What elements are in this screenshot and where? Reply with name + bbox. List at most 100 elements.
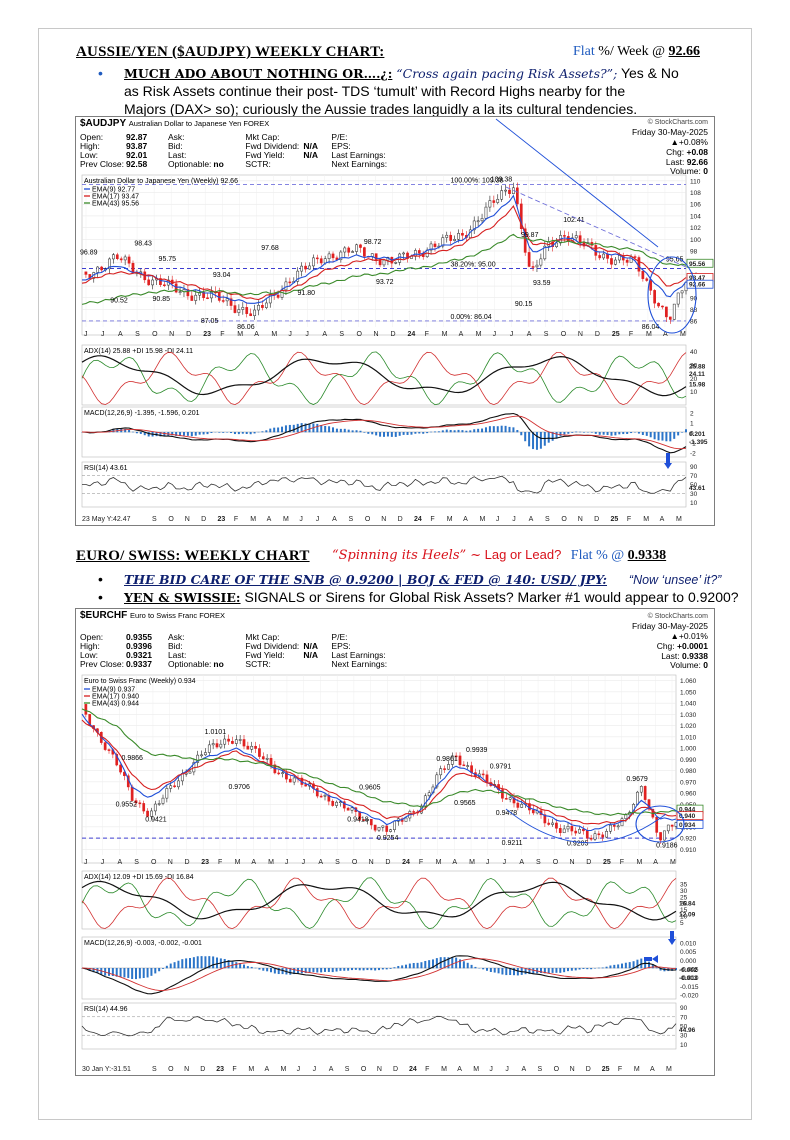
month-label: A xyxy=(452,859,457,866)
candle-body xyxy=(234,739,238,744)
panel-frame xyxy=(81,870,677,930)
price-axis-label: 1.020 xyxy=(680,723,697,730)
macd-histogram-bar xyxy=(293,968,296,975)
candle-body xyxy=(668,316,672,320)
macd-histogram-bar xyxy=(308,968,311,973)
macd-histogram-bar xyxy=(398,432,401,436)
month-label: J xyxy=(84,859,88,866)
info-label: EPS: xyxy=(331,641,351,651)
macd-histogram-bar xyxy=(426,432,429,434)
bottom-month-label: A xyxy=(332,516,337,523)
info-label: EPS: xyxy=(331,141,351,151)
macd-histogram-bar xyxy=(671,968,674,971)
candle-body xyxy=(492,200,496,203)
macd-histogram-bar xyxy=(135,968,137,980)
price-annotation: 86.06 xyxy=(237,324,255,331)
candle-body xyxy=(458,755,462,766)
candle-body xyxy=(551,822,554,825)
bottom-month-label: M xyxy=(283,516,289,523)
month-label: D xyxy=(595,331,600,338)
macd-histogram-bar xyxy=(169,963,172,969)
macd-histogram-bar xyxy=(347,968,350,971)
bottom-month-label: 25 xyxy=(602,1066,610,1073)
macd-histogram-bar xyxy=(127,968,130,978)
info-value: 93.87 xyxy=(125,141,148,151)
candle-body xyxy=(146,810,149,817)
price-tag: 0.940 xyxy=(679,813,696,820)
adx-axis-label: 30 xyxy=(680,888,688,895)
candle-body xyxy=(512,797,516,804)
macd-histogram-bar xyxy=(433,431,436,433)
candle-body xyxy=(589,837,593,840)
candle-body xyxy=(398,253,402,263)
macd-label: MACD(12,26,9) -0.003, -0.002, -0.001 xyxy=(84,940,202,947)
macd-histogram-bar xyxy=(435,958,438,969)
month-label: F xyxy=(419,859,423,866)
bottom-month-label: A xyxy=(267,516,272,523)
macd-histogram-bar xyxy=(261,431,264,433)
month-label: J xyxy=(493,331,497,338)
macd-axis-label: 0.010 xyxy=(680,941,697,948)
candle-body xyxy=(151,279,154,286)
candle-body xyxy=(281,772,284,774)
macd-histogram-bar xyxy=(606,432,609,436)
macd-histogram-bar xyxy=(559,968,562,973)
price-annotation: 99.87 xyxy=(521,232,539,239)
info-label: Last Earnings: xyxy=(331,150,386,160)
ema43-line xyxy=(81,708,677,816)
macd-histogram-bar xyxy=(108,968,110,976)
macd-histogram-bar xyxy=(253,432,256,434)
candle-body xyxy=(206,297,209,299)
candle-body xyxy=(343,247,347,253)
macd-histogram-bar xyxy=(406,432,409,435)
candle-body xyxy=(435,774,439,788)
macd-histogram-bar xyxy=(597,967,600,969)
info-row: High: 93.87 Bid: Fwd Dividend: N/A EPS: xyxy=(80,142,401,151)
candle-body xyxy=(670,824,674,827)
info-label: Prev Close: xyxy=(80,659,124,669)
adx-axis-label: 30 xyxy=(690,363,698,370)
candle-body xyxy=(412,811,416,813)
candle-body xyxy=(443,768,446,770)
info-row: Low: 92.01 Last: Fwd Yield: N/A Last Earnings… xyxy=(80,151,401,160)
macd-histogram-bar xyxy=(447,957,450,969)
candle-body xyxy=(327,253,331,259)
bottom-month-label: M xyxy=(676,516,682,523)
macd-histogram-bar xyxy=(324,968,326,972)
candle-body xyxy=(250,745,254,750)
info-value: no xyxy=(213,159,224,169)
macd-axis-label: -0.010 xyxy=(680,975,699,982)
month-label: J xyxy=(302,859,306,866)
candle-body xyxy=(563,235,566,237)
macd-histogram-bar xyxy=(96,968,99,974)
annotation-trendline xyxy=(495,118,659,248)
candle-body xyxy=(264,302,268,308)
macd-histogram-bar xyxy=(649,432,652,438)
chart2-info-table: Open: 0.9355 Ask: Mkt Cap: P/E: High: 0.9396 Bi… xyxy=(80,633,401,669)
macd-histogram-bar xyxy=(637,432,640,434)
macd-histogram-bar xyxy=(281,426,284,433)
bottom-month-label: M xyxy=(441,1066,447,1073)
candle-body xyxy=(339,251,343,261)
candle-body xyxy=(645,278,649,281)
bottom-month-label: J xyxy=(297,1066,301,1073)
rsi-label: RSI(14) 43.61 xyxy=(84,465,128,472)
q-last-value: 0.9338 xyxy=(682,650,708,661)
month-label: J xyxy=(486,859,490,866)
candle-body xyxy=(127,256,131,264)
candle-body xyxy=(107,749,111,751)
macd-histogram-bar xyxy=(641,432,644,436)
macd-histogram-bar xyxy=(374,968,377,971)
macd-tag: -0.003 xyxy=(679,975,698,982)
month-label: A xyxy=(117,859,122,866)
candle-body xyxy=(194,294,198,301)
info-label: High: xyxy=(80,141,100,151)
price-annotation: 97.68 xyxy=(261,245,279,252)
candle-body xyxy=(225,298,229,302)
bottom-month-label: F xyxy=(232,1066,236,1073)
candle-body xyxy=(346,807,350,811)
info-label: Mkt Cap: xyxy=(245,132,280,142)
ema43-line xyxy=(81,233,687,305)
candle-body xyxy=(610,258,613,265)
bottom-month-label: J xyxy=(512,516,516,523)
